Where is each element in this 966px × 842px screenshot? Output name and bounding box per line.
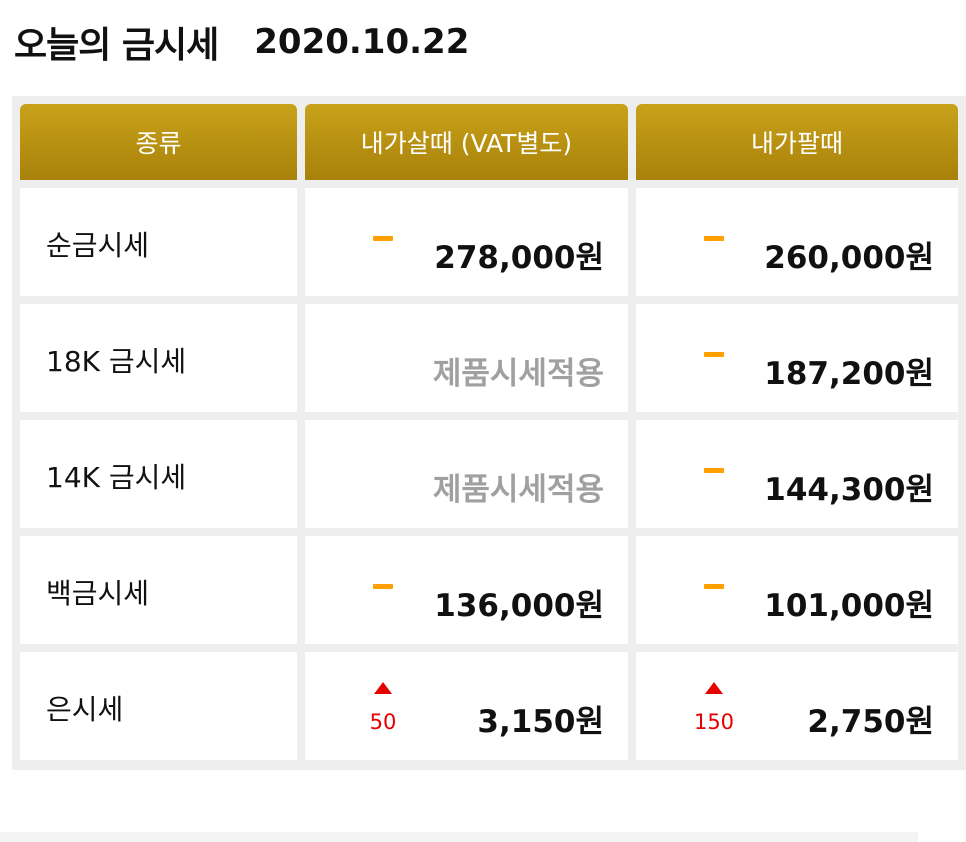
sell-price: 2,750원 [807, 704, 934, 740]
metal-name: 백금시세 [46, 577, 150, 610]
page-title: 오늘의 금시세 [14, 25, 219, 66]
table-row-name: 18K 금시세 [20, 304, 297, 412]
column-header-buy: 내가살때 (VAT별도) [305, 104, 628, 180]
buy-price-cell: 278,000원 [305, 188, 628, 296]
buy-price-cell: 제품시세적용 [305, 304, 628, 412]
table-row-name: 은시세 [20, 652, 297, 760]
no-change-dash-icon [704, 236, 724, 241]
bottom-divider [0, 832, 918, 842]
buy-price-cell: 136,000원 [305, 536, 628, 644]
buy-price: 278,000원 [434, 240, 604, 276]
sell-price: 187,200원 [764, 356, 934, 392]
sell-price-cell: 260,000원 [636, 188, 958, 296]
up-arrow-icon [374, 682, 392, 694]
no-change-dash-icon [704, 468, 724, 473]
sell-price-cell: 101,000원 [636, 536, 958, 644]
buy-change: 50 [369, 710, 397, 734]
sell-price: 260,000원 [764, 240, 934, 276]
table-row-name: 백금시세 [20, 536, 297, 644]
column-header-sell: 내가팔때 [636, 104, 958, 180]
sell-price-cell: 150 2,750원 [636, 652, 958, 760]
metal-name: 은시세 [46, 693, 124, 726]
table-row-name: 14K 금시세 [20, 420, 297, 528]
up-arrow-icon [705, 682, 723, 694]
sell-price-cell: 144,300원 [636, 420, 958, 528]
buy-price-cell: 50 3,150원 [305, 652, 628, 760]
buy-price: 136,000원 [434, 588, 604, 624]
sell-change: 150 [693, 710, 735, 734]
metal-name: 14K 금시세 [46, 461, 187, 494]
buy-price-cell: 제품시세적용 [305, 420, 628, 528]
gold-price-table: 종류 내가살때 (VAT별도) 내가팔때 순금시세 278,000원 260,0… [12, 96, 966, 770]
metal-name: 순금시세 [46, 229, 150, 262]
no-change-dash-icon [373, 236, 393, 241]
column-header-type: 종류 [20, 104, 297, 180]
no-change-dash-icon [373, 584, 393, 589]
buy-price: 제품시세적용 [432, 472, 604, 508]
no-change-dash-icon [704, 352, 724, 357]
sell-price: 101,000원 [764, 588, 934, 624]
table-row-name: 순금시세 [20, 188, 297, 296]
price-date: 2020.10.22 [254, 22, 470, 62]
sell-price-cell: 187,200원 [636, 304, 958, 412]
buy-price: 3,150원 [477, 704, 604, 740]
sell-price: 144,300원 [764, 472, 934, 508]
page-header: 오늘의 금시세 2020.10.22 [14, 14, 469, 70]
no-change-dash-icon [704, 584, 724, 589]
buy-price: 제품시세적용 [432, 356, 604, 392]
metal-name: 18K 금시세 [46, 345, 187, 378]
